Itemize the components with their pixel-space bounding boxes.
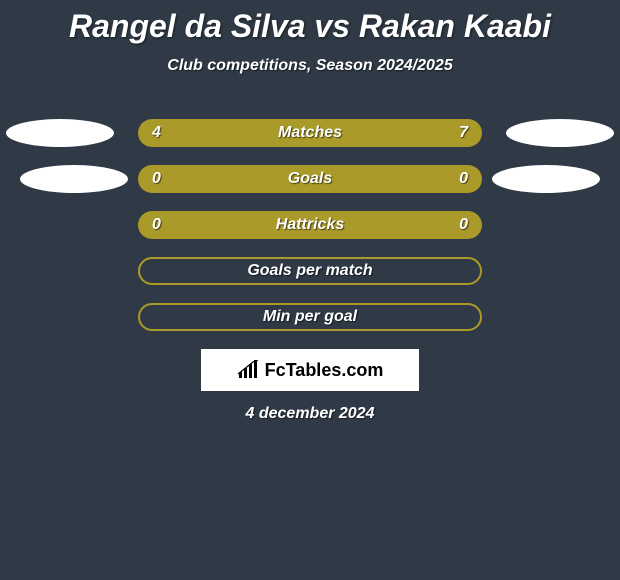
stat-value-right: 0	[459, 170, 468, 188]
bar-chart-icon	[237, 360, 261, 380]
stat-value-right: 0	[459, 216, 468, 234]
stat-rows: 4 7 Matches 0 0 Goals 0 0 Hattricks Goals per mat…	[0, 119, 620, 331]
bar-fill-right	[310, 165, 482, 193]
stat-row: Goals per match	[0, 257, 620, 285]
stat-value-left: 0	[152, 170, 161, 188]
stat-row: 0 0 Hattricks	[0, 211, 620, 239]
stat-bar: 4 7 Matches	[138, 119, 482, 147]
brand-text: FcTables.com	[265, 360, 384, 381]
stat-label: Goals	[288, 170, 332, 188]
brand-badge[interactable]: FcTables.com	[201, 349, 419, 391]
stat-value-left: 0	[152, 216, 161, 234]
stat-label: Matches	[278, 124, 342, 142]
stat-value-right: 7	[459, 124, 468, 142]
stat-bar: 0 0 Hattricks	[138, 211, 482, 239]
stat-bar: 0 0 Goals	[138, 165, 482, 193]
stat-row: 4 7 Matches	[0, 119, 620, 147]
comparison-card: Rangel da Silva vs Rakan Kaabi Club comp…	[0, 0, 620, 580]
date-label: 4 december 2024	[0, 405, 620, 423]
stat-row: 0 0 Goals	[0, 165, 620, 193]
stat-bar: Min per goal	[138, 303, 482, 331]
subtitle: Club competitions, Season 2024/2025	[0, 57, 620, 75]
stat-value-left: 4	[152, 124, 161, 142]
page-title: Rangel da Silva vs Rakan Kaabi	[0, 0, 620, 45]
stat-label: Hattricks	[276, 216, 344, 234]
bar-fill-left	[138, 165, 310, 193]
stat-bar: Goals per match	[138, 257, 482, 285]
stat-row: Min per goal	[0, 303, 620, 331]
stat-label: Goals per match	[247, 262, 372, 280]
player-left-ellipse	[6, 119, 114, 147]
stat-label: Min per goal	[263, 308, 357, 326]
player-left-ellipse	[20, 165, 128, 193]
player-right-ellipse	[492, 165, 600, 193]
player-right-ellipse	[506, 119, 614, 147]
